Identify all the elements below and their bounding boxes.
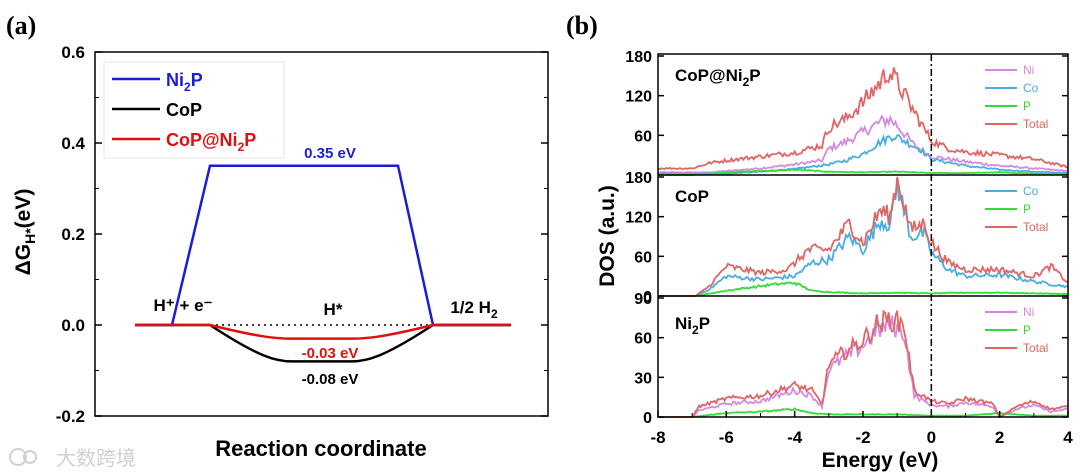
dos-series-total [657, 67, 1069, 171]
watermark: 大数跨境 [9, 447, 136, 470]
b-ytick-label: 180 [625, 170, 652, 187]
b-ytick-label: 0 [643, 289, 652, 306]
panel-a-series-group [135, 164, 511, 363]
b-xtick-label: 0 [927, 428, 936, 447]
b-xtick-label: 4 [1063, 428, 1073, 447]
a-series-cop [135, 323, 511, 363]
dos-legend-label: Ni [1023, 63, 1034, 77]
dos-series-p [658, 281, 1068, 297]
panel-a-legend: Ni2P CoP CoP@Ni2P [103, 61, 285, 159]
b-ytick-label: 60 [634, 128, 652, 145]
a-ytick-label: 0.2 [61, 225, 85, 244]
dos-legend-label: Co [1023, 81, 1039, 95]
panel-b-frame [657, 53, 1069, 418]
a-ytick-label: 0.6 [61, 43, 85, 62]
watermark-logo-ring-icon [23, 450, 37, 464]
a-ytick-label: 0.0 [61, 316, 85, 335]
b-ytick-label: 60 [634, 249, 652, 266]
dos-series-p [658, 168, 1069, 176]
panel-a-xlabel: Reaction coordinate [215, 436, 426, 461]
b-ytick-label: 90 [634, 291, 652, 308]
state-label-initial: H⁺ + e⁻ [153, 296, 212, 315]
state-label-final: 1/2 H2 [450, 298, 498, 321]
dos-series-co [658, 179, 1069, 297]
panel-b-xaxis-ticks: -8 -6 -4 -2 0 2 4 [650, 411, 1073, 447]
legend-label-cop: CoP [166, 100, 202, 120]
b-xtick-label: -8 [650, 428, 665, 447]
dos-legend-label: Co [1023, 184, 1039, 198]
dos-title-ni2p: Ni2P [675, 314, 710, 337]
dos-legend-label: P [1023, 99, 1031, 113]
annotation-cop: -0.08 eV [302, 371, 359, 388]
b-ytick-label: 120 [625, 210, 652, 227]
dos-series-total [658, 176, 1069, 297]
dos-subplot-cop-ni2p: 180 120 60 Ni Co P Total [625, 49, 1069, 176]
dos-series-total [658, 309, 1069, 419]
a-ytick-label: 0.4 [61, 134, 85, 153]
b-ytick-label: 180 [625, 49, 652, 66]
panel-b-label: (b) [566, 11, 598, 40]
dos-title-cop: CoP [675, 187, 709, 206]
dos-legend-label: Total [1023, 220, 1048, 234]
b-ytick-label: 120 [625, 89, 652, 106]
panel-b-ylabel: DOS (a.u.) [596, 185, 619, 287]
watermark-text: 大数跨境 [56, 447, 136, 470]
b-xtick-label: -2 [855, 428, 870, 447]
dos-legend-label: P [1023, 202, 1031, 216]
b-xtick-label: 2 [995, 428, 1004, 447]
b-xtick-label: -4 [787, 428, 803, 447]
state-label-intermediate: H* [324, 300, 343, 319]
legend-label-ni2p: Ni2P [166, 70, 203, 94]
dos-title-cop-ni2p: CoP@Ni2P [675, 66, 761, 89]
dos-legend-label: Ni [1023, 305, 1034, 319]
annotation-cop-ni2p: -0.03 eV [302, 345, 359, 362]
panel-a: (a) 0.6 0.4 0.2 0.0 -0.2 ΔGH*(eV) Reaction c… [6, 11, 549, 461]
dos-legend-label: Total [1023, 117, 1048, 131]
b-xtick-label: -6 [719, 428, 734, 447]
annotation-ni2p: 0.35 eV [304, 145, 356, 162]
panel-a-label: (a) [6, 11, 36, 40]
dos-legend-label: P [1023, 323, 1031, 337]
b-ytick-label: 30 [634, 370, 652, 387]
panel-b-xlabel: Energy (eV) [822, 449, 939, 472]
legend-label-cop-ni2p: CoP@Ni2P [166, 130, 256, 154]
dos-subplot-ni2p: 90 60 30 0 Ni P Total [634, 291, 1069, 427]
panel-a-yaxis-ticks: 0.6 0.4 0.2 0.0 -0.2 [56, 43, 548, 426]
dos-series-ni [657, 114, 1069, 174]
b-ytick-label: 0 [643, 410, 652, 427]
dos-legend-label: Total [1023, 341, 1048, 355]
panel-a-ylabel: ΔGH*(eV) [12, 189, 38, 276]
a-ytick-label: -0.2 [56, 407, 85, 426]
watermark-logo-icon [9, 448, 27, 466]
dos-series-co [658, 133, 1069, 175]
a-series-cop-ni2p [135, 323, 511, 340]
b-ytick-label: 60 [634, 331, 652, 348]
